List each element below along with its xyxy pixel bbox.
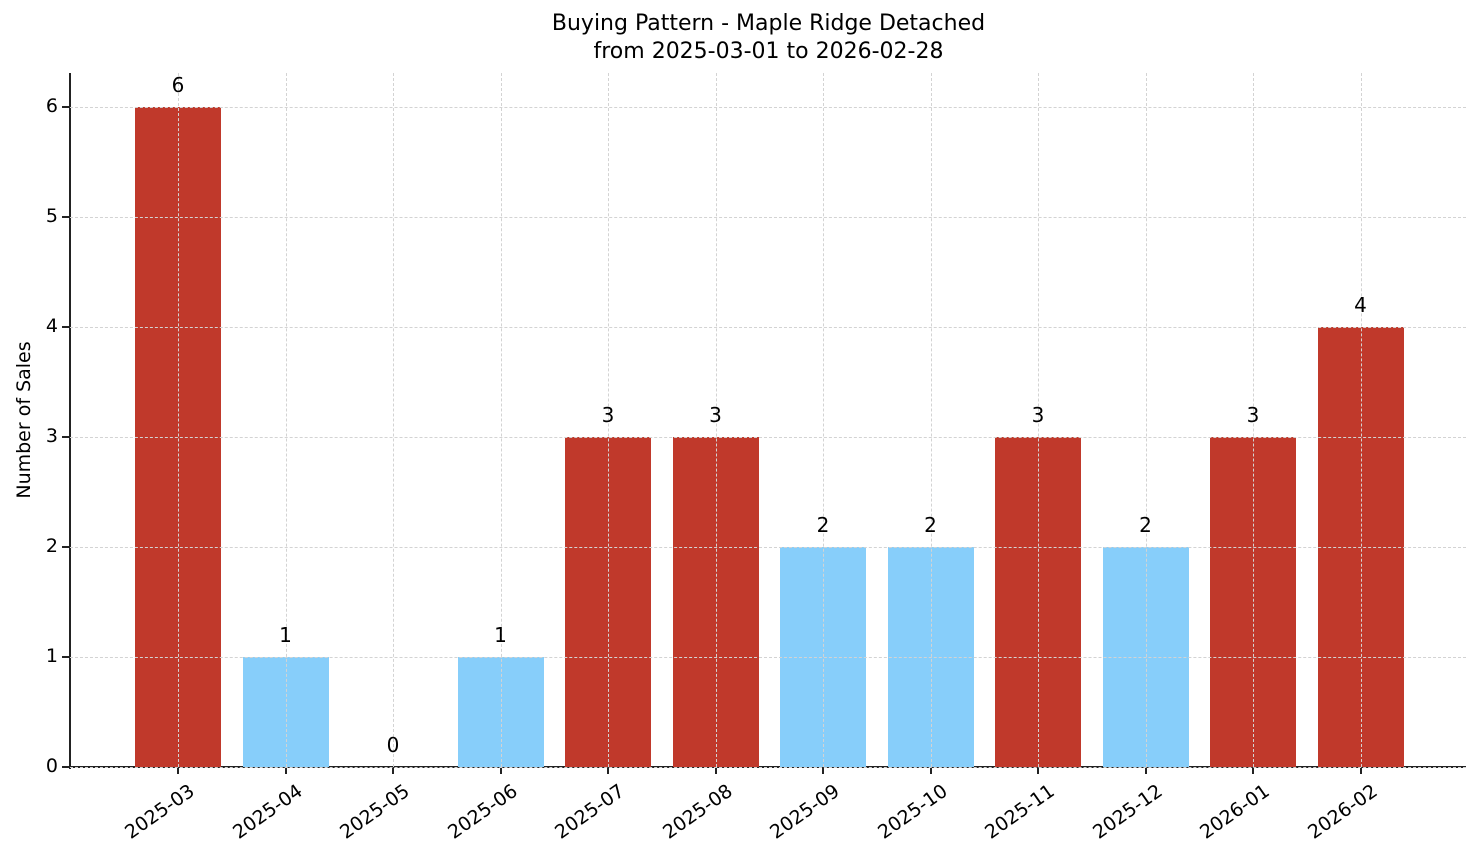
vertical-gridline	[715, 73, 717, 767]
bar-value-label: 1	[494, 623, 507, 647]
y-tick-mark	[62, 766, 69, 768]
vertical-gridline	[1145, 73, 1147, 767]
x-tick-mark	[1359, 767, 1362, 774]
y-axis-spine	[69, 73, 71, 769]
x-tick-label: 2025-03	[120, 780, 199, 844]
horizontal-gridline	[70, 547, 1466, 548]
bar-value-label: 0	[386, 733, 400, 757]
vertical-gridline	[1360, 73, 1362, 767]
x-tick-mark	[177, 767, 179, 774]
y-tick-mark	[62, 106, 69, 108]
horizontal-gridline	[70, 107, 1466, 108]
vertical-gridline	[1253, 73, 1254, 767]
horizontal-gridline	[70, 767, 1466, 768]
bar-value-label: 6	[171, 73, 185, 97]
bar-value-label: 2	[816, 513, 830, 537]
x-tick-mark	[284, 767, 287, 774]
chart-title-main: Buying Pattern - Maple Ridge Detached	[551, 11, 986, 36]
horizontal-gridline	[70, 327, 1466, 328]
x-tick-label: 2025-07	[550, 780, 629, 844]
y-tick-label: 3	[45, 425, 58, 447]
x-tick-label: 2025-06	[443, 780, 522, 844]
vertical-gridline	[930, 73, 932, 767]
vertical-gridline	[393, 73, 394, 767]
bar-value-label: 3	[1031, 403, 1045, 427]
x-tick-label: 2025-05	[335, 780, 414, 844]
bar-value-label: 2	[924, 513, 937, 537]
y-tick-mark	[62, 216, 69, 218]
y-tick-mark	[62, 656, 69, 658]
x-tick-mark	[607, 767, 609, 774]
horizontal-gridline	[70, 217, 1466, 218]
x-tick-label: 2025-12	[1088, 780, 1167, 844]
y-tick-label: 5	[45, 205, 58, 227]
chart-subtitle: from 2025-03-01 to 2026-02-28	[593, 39, 944, 64]
x-tick-label: 2026-01	[1195, 780, 1274, 844]
x-tick-label: 2025-09	[765, 780, 844, 844]
y-tick-label: 1	[45, 645, 58, 667]
x-tick-label: 2025-11	[980, 780, 1059, 844]
vertical-gridline	[500, 73, 502, 767]
y-tick-mark	[62, 546, 69, 548]
bar-value-label: 1	[279, 623, 292, 647]
x-tick-label: 2026-02	[1303, 780, 1382, 844]
vertical-gridline	[178, 73, 179, 767]
y-tick-label: 4	[45, 315, 58, 337]
vertical-gridline	[608, 73, 609, 767]
y-tick-label: 6	[45, 95, 58, 117]
bar-value-label: 3	[1246, 403, 1260, 427]
y-tick-label: 2	[45, 535, 58, 557]
horizontal-gridline	[70, 657, 1466, 658]
bar-value-label: 4	[1354, 293, 1367, 317]
x-tick-label: 2025-10	[873, 780, 952, 844]
x-tick-mark	[499, 767, 502, 774]
x-tick-mark	[392, 767, 394, 774]
x-tick-mark	[714, 767, 717, 774]
vertical-gridline	[285, 73, 287, 767]
horizontal-gridline	[70, 437, 1466, 438]
x-tick-mark	[822, 767, 824, 774]
bar-value-label: 2	[1139, 513, 1152, 537]
x-tick-mark	[1037, 767, 1039, 774]
x-tick-label: 2025-08	[658, 780, 737, 844]
y-tick-mark	[62, 326, 69, 328]
vertical-gridline	[823, 73, 824, 767]
x-tick-mark	[929, 767, 932, 774]
x-tick-mark	[1252, 767, 1254, 774]
y-tick-mark	[62, 436, 69, 438]
chart-title: Buying Pattern - Maple Ridge Detached fr…	[0, 10, 1481, 66]
y-axis-label: Number of Sales	[13, 341, 35, 499]
vertical-gridline	[1038, 73, 1039, 767]
x-tick-mark	[1144, 767, 1147, 774]
x-tick-label: 2025-04	[228, 780, 307, 844]
bar-value-label: 3	[601, 403, 615, 427]
y-tick-label: 0	[45, 755, 58, 777]
bar-value-label: 3	[709, 403, 722, 427]
